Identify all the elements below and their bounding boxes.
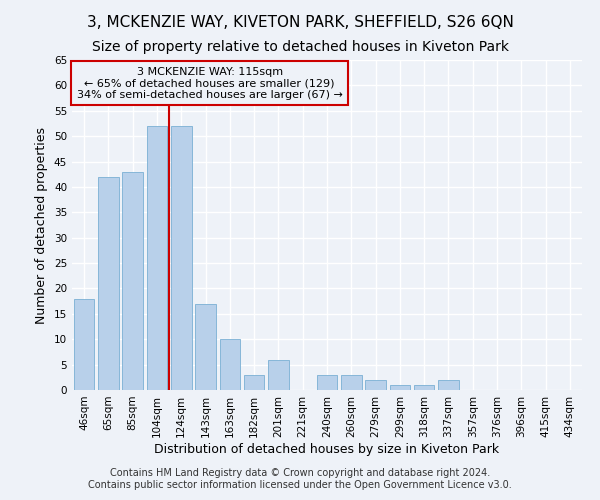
Bar: [341, 375, 362, 390]
Bar: [146, 126, 167, 390]
X-axis label: Distribution of detached houses by size in Kiveton Park: Distribution of detached houses by size …: [154, 442, 500, 456]
Text: 3, MCKENZIE WAY, KIVETON PARK, SHEFFIELD, S26 6QN: 3, MCKENZIE WAY, KIVETON PARK, SHEFFIELD…: [86, 15, 514, 30]
Text: Contains HM Land Registry data © Crown copyright and database right 2024.
Contai: Contains HM Land Registry data © Crown c…: [88, 468, 512, 490]
Bar: [171, 126, 191, 390]
Y-axis label: Number of detached properties: Number of detached properties: [35, 126, 49, 324]
Bar: [244, 375, 265, 390]
Bar: [220, 339, 240, 390]
Bar: [438, 380, 459, 390]
Bar: [122, 172, 143, 390]
Bar: [414, 385, 434, 390]
Text: 3 MCKENZIE WAY: 115sqm
← 65% of detached houses are smaller (129)
34% of semi-de: 3 MCKENZIE WAY: 115sqm ← 65% of detached…: [77, 66, 343, 100]
Bar: [98, 177, 119, 390]
Text: Size of property relative to detached houses in Kiveton Park: Size of property relative to detached ho…: [91, 40, 509, 54]
Bar: [317, 375, 337, 390]
Bar: [389, 385, 410, 390]
Bar: [195, 304, 216, 390]
Bar: [268, 360, 289, 390]
Bar: [74, 298, 94, 390]
Bar: [365, 380, 386, 390]
